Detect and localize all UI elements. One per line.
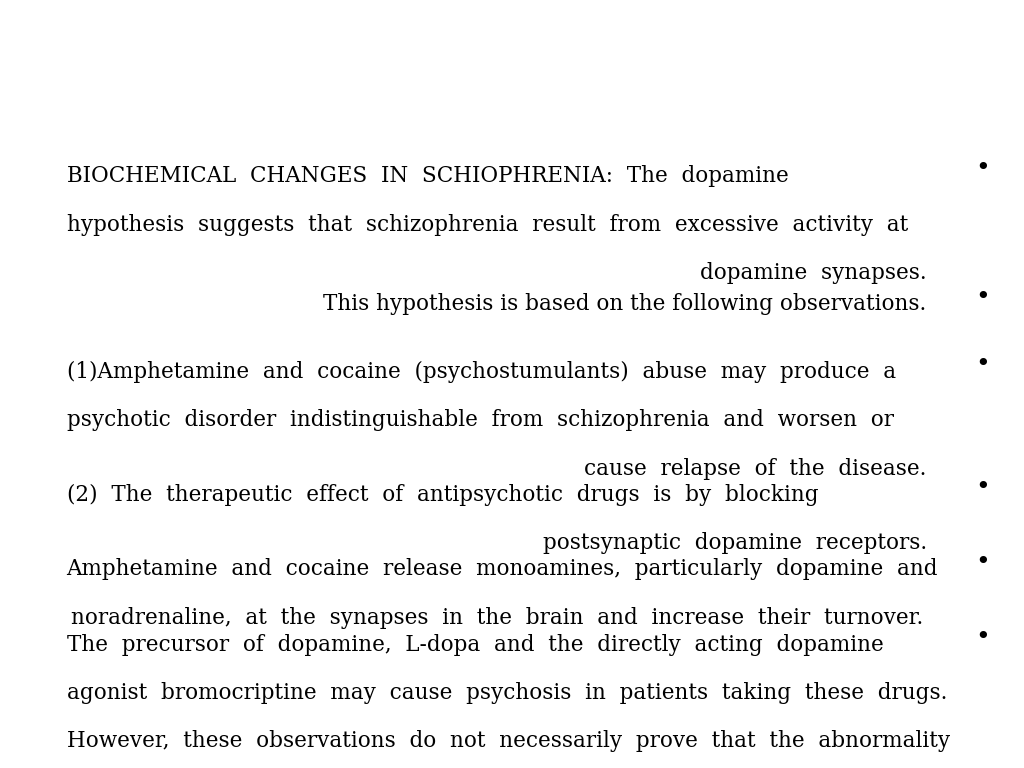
Text: •: • (975, 476, 989, 499)
Text: (2)  The  therapeutic  effect  of  antipsychotic  drugs  is  by  blocking: (2) The therapeutic effect of antipsycho… (67, 484, 818, 506)
Text: dopamine  synapses.: dopamine synapses. (700, 262, 927, 284)
Text: postsynaptic  dopamine  receptors.: postsynaptic dopamine receptors. (543, 532, 927, 554)
Text: cause  relapse  of  the  disease.: cause relapse of the disease. (585, 458, 927, 480)
Text: •: • (975, 157, 989, 180)
Text: (1)Amphetamine  and  cocaine  (psychostumulants)  abuse  may  produce  a: (1)Amphetamine and cocaine (psychostumul… (67, 361, 896, 383)
Text: Amphetamine  and  cocaine  release  monoamines,  particularly  dopamine  and: Amphetamine and cocaine release monoamin… (67, 558, 938, 581)
Text: •: • (975, 353, 989, 376)
Text: hypothesis  suggests  that  schizophrenia  result  from  excessive  activity  at: hypothesis suggests that schizophrenia r… (67, 214, 908, 236)
Text: •: • (975, 286, 989, 309)
Text: noradrenaline,  at  the  synapses  in  the  brain  and  increase  their  turnove: noradrenaline, at the synapses in the br… (71, 607, 923, 629)
Text: psychotic  disorder  indistinguishable  from  schizophrenia  and  worsen  or: psychotic disorder indistinguishable fro… (67, 409, 894, 432)
Text: agonist  bromocriptine  may  cause  psychosis  in  patients  taking  these  drug: agonist bromocriptine may cause psychosi… (67, 682, 947, 704)
Text: However,  these  observations  do  not  necessarily  prove  that  the  abnormali: However, these observations do not neces… (67, 730, 949, 753)
Text: The  precursor  of  dopamine,  L-dopa  and  the  directly  acting  dopamine: The precursor of dopamine, L-dopa and th… (67, 634, 884, 656)
Text: BIOCHEMICAL  CHANGES  IN  SCHIOPHRENIA:  The  dopamine: BIOCHEMICAL CHANGES IN SCHIOPHRENIA: The… (67, 165, 788, 187)
Text: •: • (975, 626, 989, 649)
Text: •: • (975, 551, 989, 574)
Text: This hypothesis is based on the following observations.: This hypothesis is based on the followin… (324, 293, 927, 316)
